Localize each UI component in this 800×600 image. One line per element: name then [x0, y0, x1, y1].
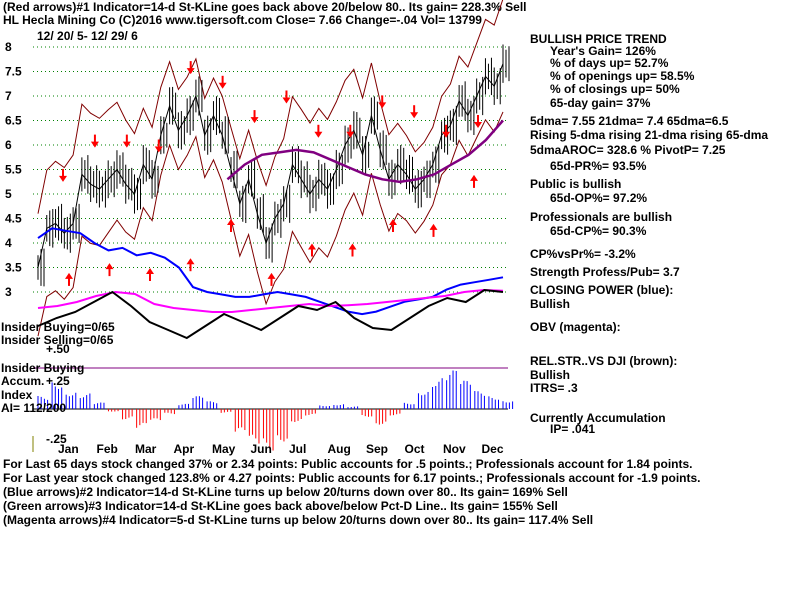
- professionals-state: Professionals are bullish: [530, 210, 673, 224]
- y-tick-label: 6.5: [5, 114, 22, 128]
- down-arrow-icon: [186, 61, 195, 75]
- down-arrow-icon: [442, 124, 451, 138]
- stat-closings-up: % of closings up= 50%: [550, 82, 680, 96]
- insider-buying: Insider Buying=0/65: [1, 320, 115, 334]
- footer-line-1: For Last 65 days stock changed 37% or 2.…: [3, 457, 693, 471]
- month-label: May: [212, 442, 236, 456]
- dma-values: 5dma= 7.55 21dma= 7.4 65dma=6.5: [530, 114, 729, 128]
- up-arrow-icon: [186, 258, 195, 272]
- y-tick-label: 5.5: [5, 163, 22, 177]
- y-tick-label: 4.5: [5, 212, 22, 226]
- down-arrow-icon: [122, 134, 131, 148]
- month-label: Nov: [443, 442, 466, 456]
- month-label: Aug: [328, 442, 351, 456]
- up-arrow-icon: [267, 272, 276, 286]
- footer-line-5: (Magenta arrows)#4 Indicator=5-d St-KLin…: [3, 513, 594, 527]
- up-arrow-icon: [105, 263, 114, 277]
- month-label: Sep: [366, 442, 388, 456]
- down-arrow-icon: [410, 105, 419, 119]
- down-arrow-icon: [90, 134, 99, 148]
- stat-days-up: % of days up= 52.7%: [550, 56, 669, 70]
- plus-50-label: +.50: [46, 342, 70, 356]
- y-tick-label: 7.5: [5, 65, 22, 79]
- y-tick-label: 3: [5, 285, 12, 299]
- accum-label: Accum.: [1, 374, 45, 388]
- obv-line: [37, 288, 504, 313]
- down-arrow-icon: [474, 115, 482, 128]
- public-state: Public is bullish: [530, 177, 622, 191]
- down-arrow-icon: [154, 139, 163, 153]
- footer-line-2: For Last year stock changed 123.8% or 4.…: [3, 471, 701, 485]
- y-tick-label: 4: [5, 236, 12, 250]
- down-arrow-icon: [314, 124, 323, 138]
- closing-power-label: CLOSING POWER (blue):: [530, 283, 674, 297]
- rising-dma: Rising 5-dma rising 21-dma rising 65-dma: [530, 128, 769, 142]
- stat-65day-gain: 65-day gain= 37%: [550, 96, 651, 110]
- ai-value: AI= 112/200: [1, 401, 67, 415]
- cp-value: 65d-CP%= 90.3%: [550, 224, 647, 238]
- closing-power-state: Bullish: [530, 297, 571, 311]
- month-label: Jan: [58, 442, 79, 456]
- header-line-2: HL Hecla Mining Co (C)2016 www.tigersoft…: [3, 13, 482, 27]
- op-value: 65d-OP%= 97.2%: [550, 191, 648, 205]
- month-label: Jul: [289, 442, 306, 456]
- lower-band: [37, 111, 504, 337]
- strength-ratio: Strength Profess/Pub= 3.7: [530, 265, 680, 279]
- relstr-label: REL.STR..VS DJI (brown):: [530, 354, 678, 368]
- header-line-1: (Red arrows)#1 Indicator=14-d St-KLine g…: [3, 0, 527, 14]
- footer-line-3: (Blue arrows)#2 Indicator=14-d St-KLine …: [3, 485, 568, 499]
- pr-value: 65d-PR%= 93.5%: [550, 159, 647, 173]
- y-tick-label: 3.5: [5, 261, 22, 275]
- up-arrow-icon: [65, 272, 73, 286]
- plus-25-label: +.25: [46, 374, 70, 388]
- itrs-value: ITRS= .3: [530, 381, 578, 395]
- closing-power-line: [37, 227, 504, 316]
- up-arrow-icon: [470, 174, 478, 188]
- down-arrow-icon: [59, 168, 67, 182]
- accum-title: Currently Accumulation: [530, 411, 666, 425]
- down-arrow-icon: [282, 90, 291, 104]
- month-label: Apr: [174, 442, 195, 456]
- up-arrow-icon: [227, 219, 235, 232]
- aroc-pivot: 5dmaAROC= 328.6 % PivotP= 7.25: [530, 143, 726, 157]
- footer-line-4: (Green arrows)#3 Indicator=14-d St-KLine…: [3, 499, 558, 513]
- date-range: 12/ 20/ 5- 12/ 29/ 6: [37, 29, 138, 43]
- trend-title: BULLISH PRICE TREND: [530, 32, 667, 46]
- up-arrow-icon: [146, 268, 154, 281]
- down-arrow-icon: [218, 75, 227, 89]
- up-arrow-icon: [389, 219, 397, 232]
- down-arrow-icon: [346, 124, 355, 138]
- month-label: Jun: [251, 442, 272, 456]
- ip-value: IP= .041: [550, 422, 596, 436]
- stat-openings-up: % of openings up= 58.5%: [550, 69, 695, 83]
- cp-vs-pr: CP%vsPr%= -3.2%: [530, 247, 636, 261]
- month-label: Dec: [482, 442, 504, 456]
- month-label: Oct: [405, 442, 425, 456]
- index-label: Index: [1, 388, 33, 402]
- down-arrow-icon: [250, 110, 259, 124]
- up-arrow-icon: [429, 223, 438, 237]
- insider-selling: Insider Selling=0/65: [1, 333, 114, 347]
- obv-label: OBV (magenta):: [530, 320, 621, 334]
- month-label: Mar: [135, 442, 157, 456]
- minus-25-label: -.25: [46, 432, 67, 446]
- insider-buying-2: Insider Buying: [1, 361, 85, 375]
- ma65-line: [226, 119, 504, 184]
- relstr-line: [37, 288, 504, 340]
- stat-year-gain: Year's Gain= 126%: [550, 44, 656, 58]
- y-tick-label: 7: [5, 89, 12, 103]
- up-arrow-icon: [308, 243, 316, 257]
- y-tick-label: 5: [5, 187, 12, 201]
- up-arrow-icon: [348, 243, 357, 257]
- down-arrow-icon: [378, 95, 387, 109]
- month-label: Feb: [97, 442, 118, 456]
- y-tick-label: 6: [5, 138, 12, 152]
- upper-band: [37, 0, 504, 214]
- relstr-state: Bullish: [530, 368, 571, 382]
- y-tick-label: 8: [5, 40, 12, 54]
